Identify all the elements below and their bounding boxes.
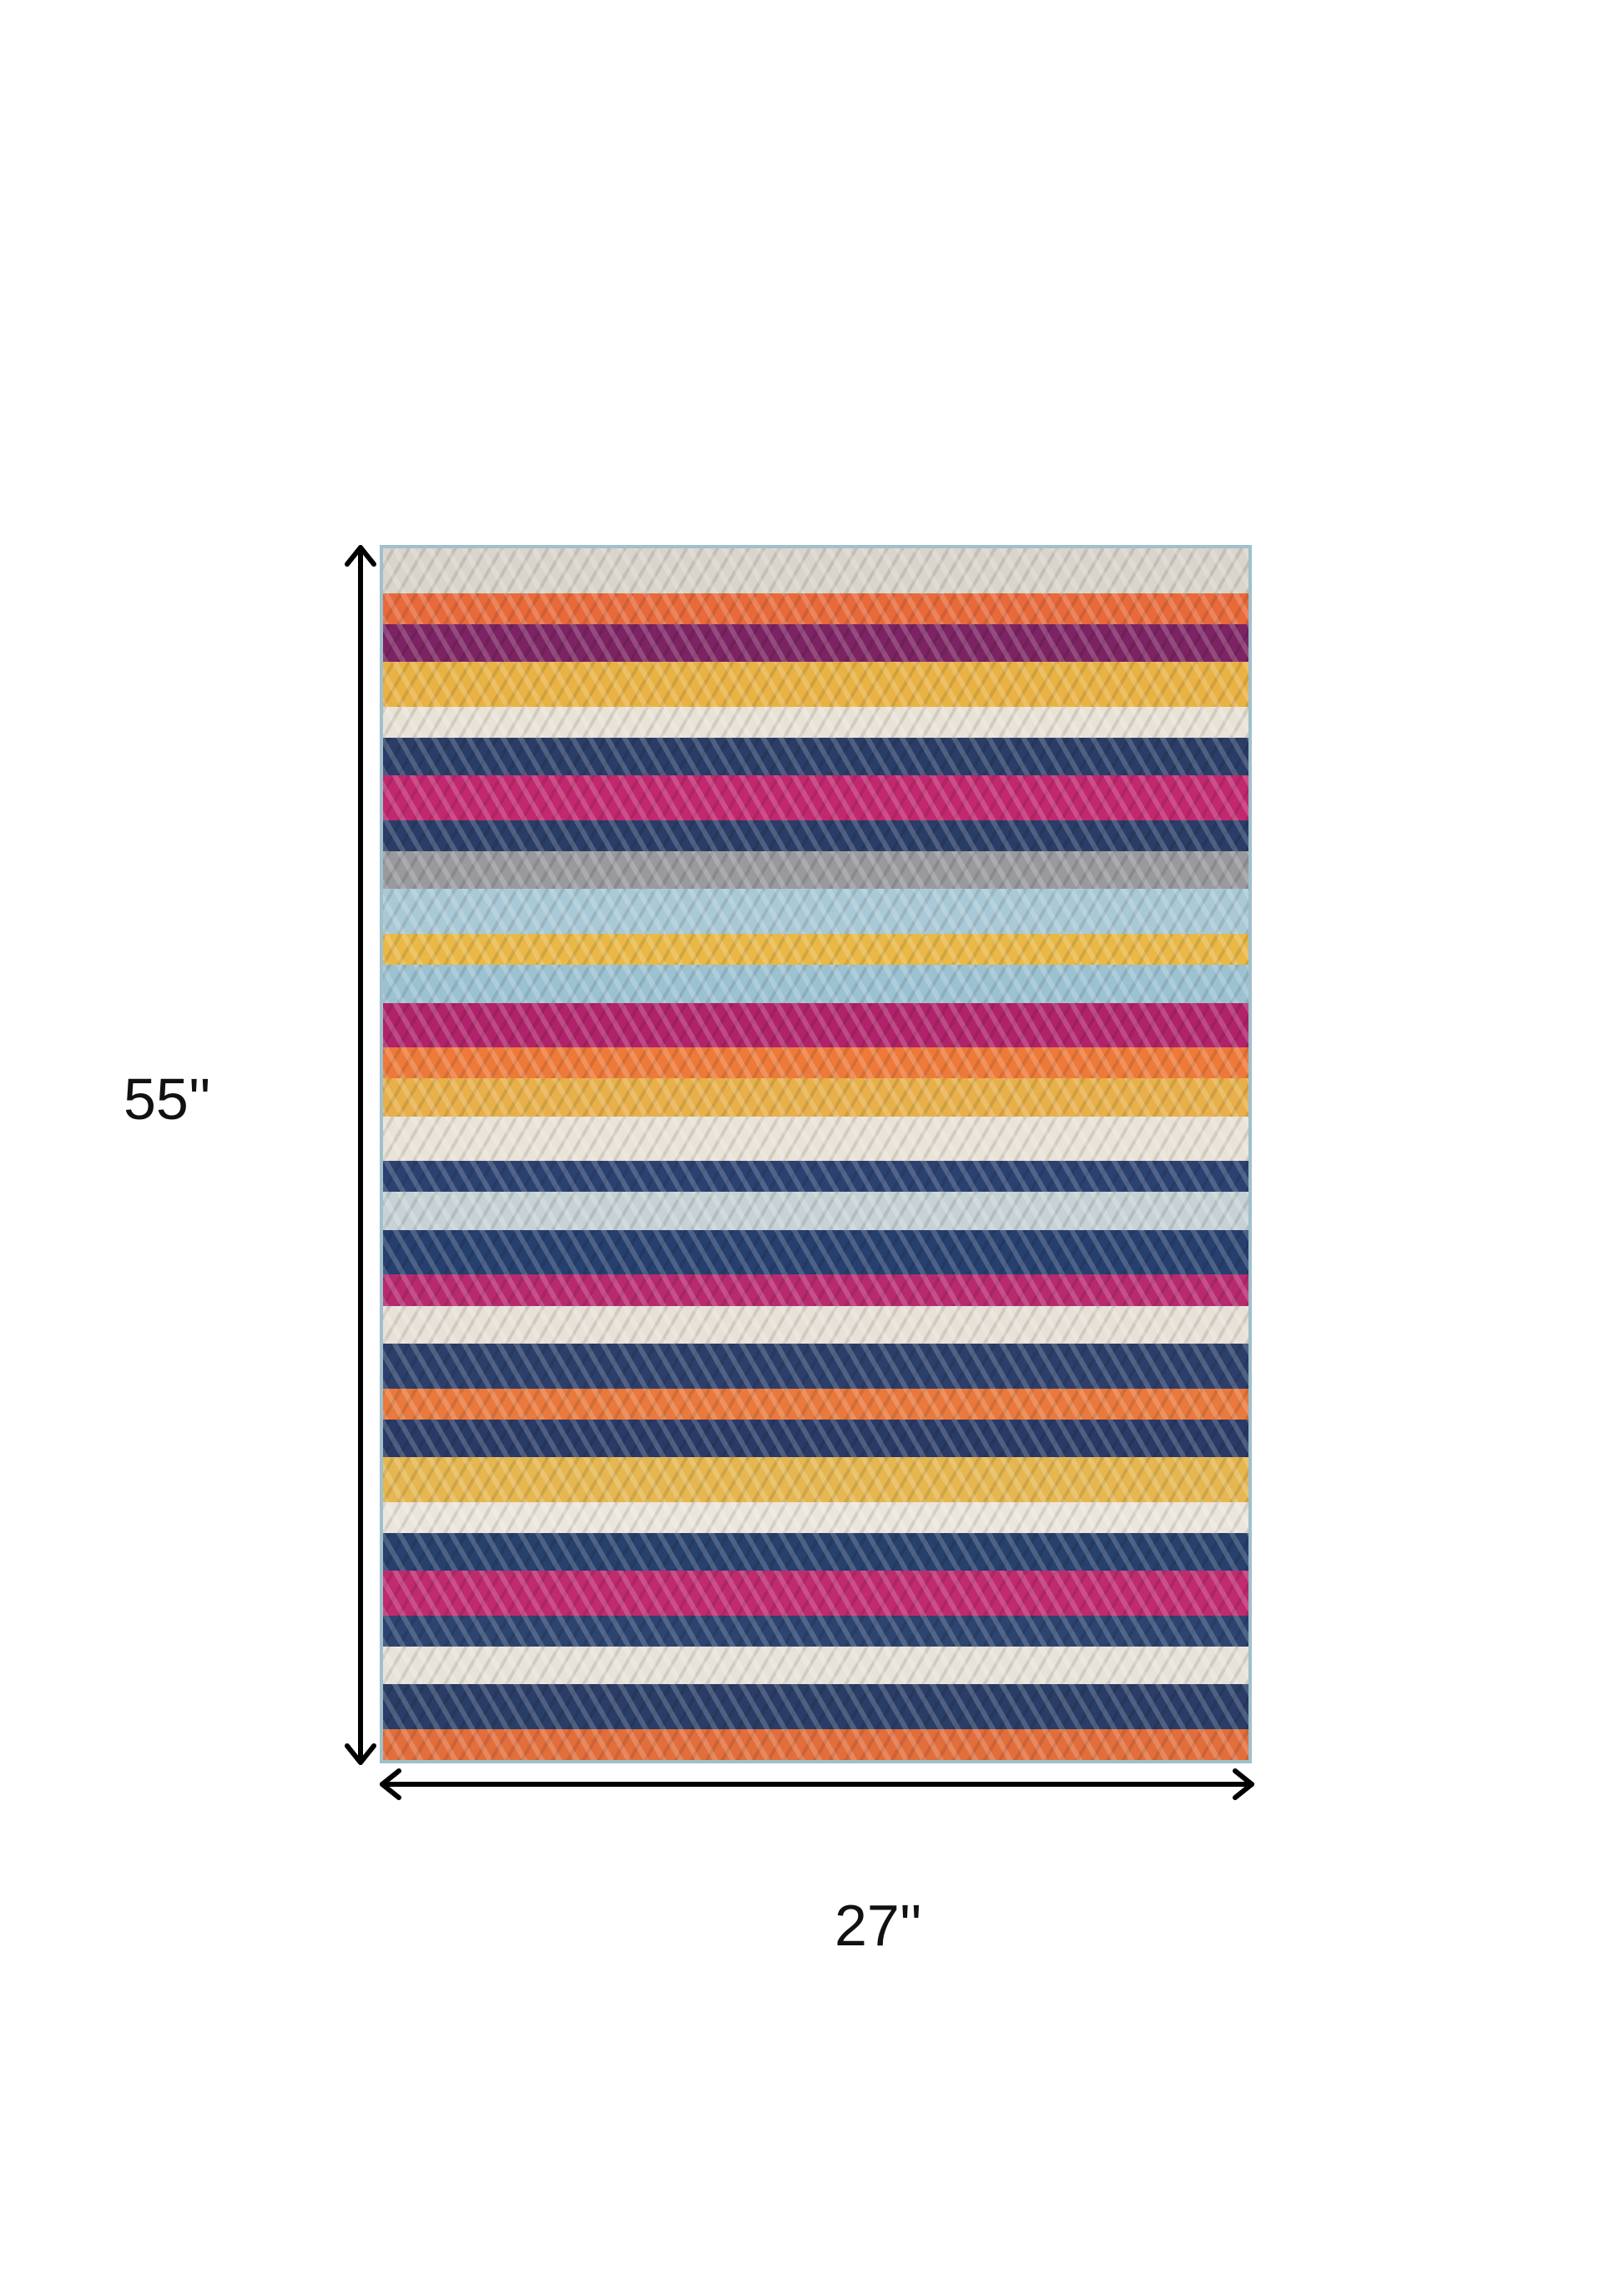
- width-arrow: [380, 1768, 1254, 1800]
- rug-stripe: [383, 1419, 1248, 1458]
- rug-stripe: [383, 851, 1248, 890]
- rug-stripe: [383, 1116, 1248, 1162]
- rug-stripe: [383, 1343, 1248, 1389]
- rug-stripe: [383, 1684, 1248, 1729]
- height-label: 55'': [124, 1067, 211, 1132]
- rug-stripe: [383, 1274, 1248, 1306]
- rug-stripe: [383, 1646, 1248, 1685]
- rug-stripe: [383, 1571, 1248, 1616]
- rug-stripe: [383, 934, 1248, 966]
- rug-stripe: [383, 1002, 1248, 1048]
- rug-stripe: [383, 548, 1248, 593]
- rug-stripe: [383, 1192, 1248, 1231]
- rug-stripe: [383, 1047, 1248, 1079]
- rug-stripe: [383, 1161, 1248, 1193]
- rug-stripe: [383, 1078, 1248, 1117]
- rug-stripe: [383, 737, 1248, 776]
- height-arrow: [345, 545, 376, 1765]
- rug-stripe: [383, 820, 1248, 852]
- rug-stripe: [383, 775, 1248, 820]
- rug-stripe: [383, 965, 1248, 1003]
- rug-stripe: [383, 1532, 1248, 1571]
- width-label: 27'': [835, 1893, 922, 1958]
- rug-stripe: [383, 1501, 1248, 1533]
- rug-stripe: [383, 1457, 1248, 1502]
- rug-stripe: [383, 1388, 1248, 1420]
- rug-stripe: [383, 889, 1248, 934]
- rug-stripe: [383, 623, 1248, 663]
- rug-stripe: [383, 1615, 1248, 1647]
- rug-stripe: [383, 1305, 1248, 1344]
- rug-image: [380, 545, 1252, 1763]
- rug-stripe: [383, 1229, 1248, 1275]
- rug-stripe: [383, 593, 1248, 624]
- rug-stripe: [383, 662, 1248, 707]
- rug-stripe: [383, 706, 1248, 739]
- rug-stripe: [383, 1728, 1248, 1760]
